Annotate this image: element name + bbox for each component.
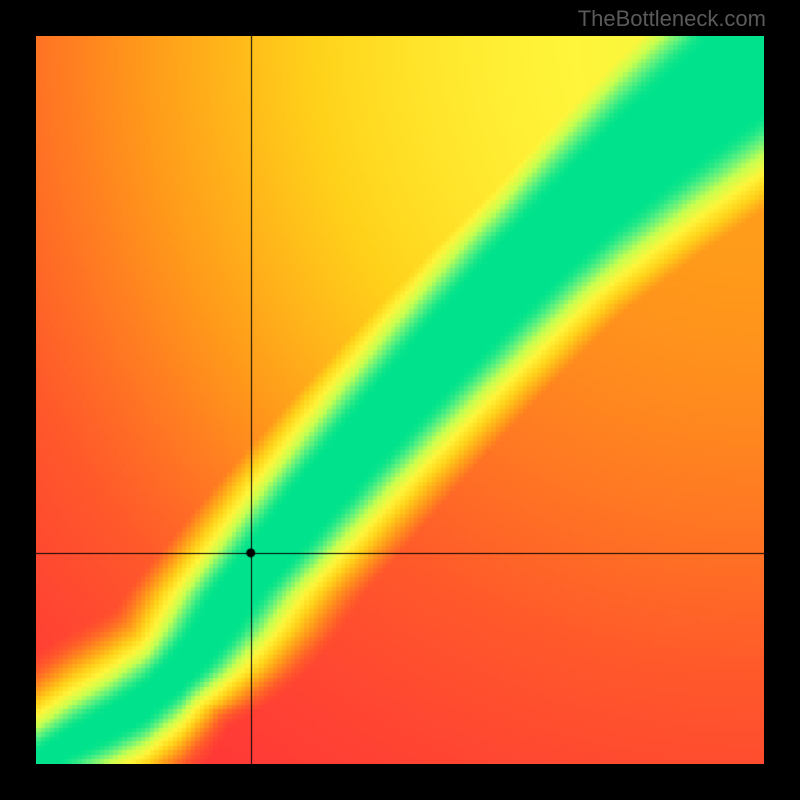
page-root: TheBottleneck.com [0, 0, 800, 800]
watermark-label: TheBottleneck.com [578, 6, 766, 32]
heatmap-plot [36, 36, 764, 764]
heatmap-canvas [36, 36, 764, 764]
